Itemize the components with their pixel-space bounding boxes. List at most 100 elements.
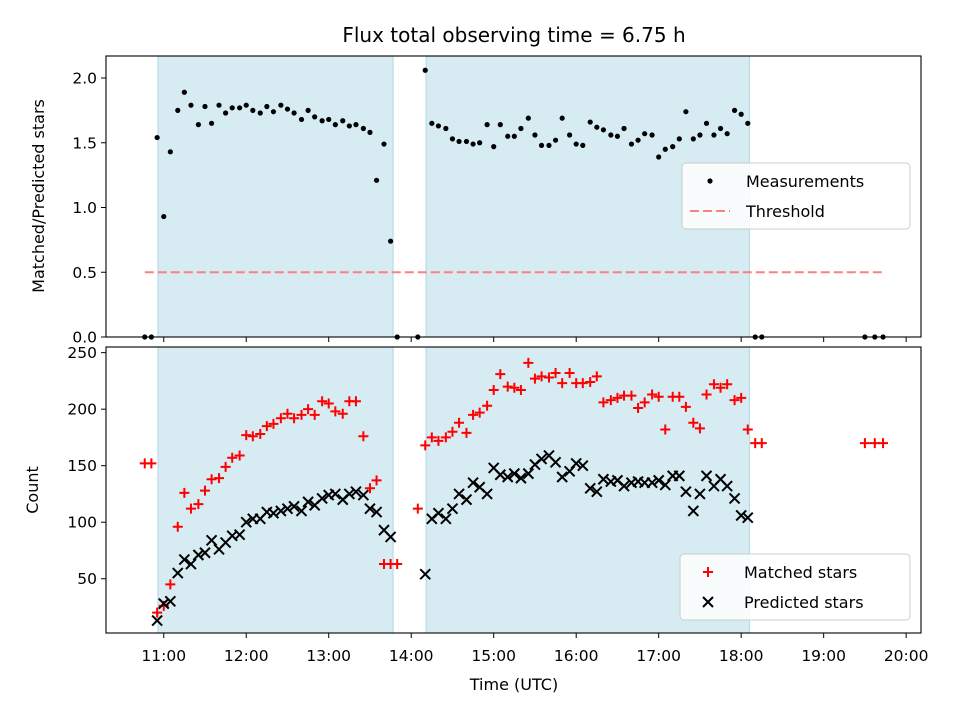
data-point (291, 110, 297, 116)
y-tick-label: 1.0 (72, 199, 97, 217)
data-point (509, 382, 520, 393)
x-tick-label: 20:00 (884, 647, 929, 665)
data-point (580, 142, 586, 148)
data-point (694, 488, 706, 500)
x-axis: 11:00 12:00 13:00 14:00 15:00 16:00 17:00 18:00… (141, 633, 928, 665)
data-point (729, 395, 740, 406)
data-point (240, 516, 252, 528)
x-tick-label: 11:00 (141, 647, 186, 665)
data-point (502, 471, 514, 483)
data-point (525, 115, 531, 121)
data-point (172, 521, 183, 532)
data-point (371, 475, 382, 486)
data-point (731, 107, 738, 113)
y-tick-label: 2.0 (72, 70, 97, 88)
data-point (559, 115, 565, 121)
data-point (433, 435, 444, 446)
ratio-y-axis-label: Matched/Predicted stars (29, 99, 48, 293)
data-point (330, 406, 341, 417)
data-point (584, 482, 596, 495)
data-point (728, 492, 741, 505)
data-point (432, 507, 445, 519)
y-tick-label: 0.5 (72, 264, 97, 282)
data-point (511, 133, 517, 139)
data-point (470, 141, 476, 147)
data-point (674, 391, 685, 402)
data-point (358, 431, 369, 442)
data-point (181, 89, 187, 95)
data-point (250, 107, 256, 113)
data-point (594, 124, 600, 130)
x-tick-label: 17:00 (636, 647, 681, 665)
data-point (639, 397, 650, 408)
data-point (199, 547, 211, 559)
data-point (649, 132, 655, 138)
data-point (566, 132, 573, 138)
data-point (446, 502, 459, 515)
data-point (267, 507, 280, 519)
count-y-axis: 50 100 150 200 250 (67, 344, 106, 588)
data-point (535, 453, 548, 465)
data-point (422, 67, 428, 73)
data-point (635, 137, 641, 143)
data-point (621, 125, 627, 132)
data-point (453, 488, 465, 500)
data-point (587, 119, 593, 125)
data-point (237, 105, 243, 111)
data-point (167, 149, 173, 155)
data-point (426, 432, 437, 443)
data-point (449, 136, 456, 142)
ratio-y-axis: 0.0 0.5 1.0 1.5 2.0 (72, 70, 106, 347)
legend-label: Matched stars (744, 563, 857, 582)
data-point (223, 110, 229, 116)
data-point (570, 457, 582, 470)
data-point (532, 132, 538, 138)
data-point (360, 125, 366, 132)
data-point (435, 123, 442, 129)
data-point (275, 505, 287, 517)
data-point (303, 404, 314, 415)
data-point (618, 480, 630, 492)
y-tick-label: 200 (67, 401, 97, 419)
data-point (284, 106, 291, 112)
data-point (392, 559, 403, 570)
shaded-window-0 (157, 55, 394, 338)
data-point (523, 357, 534, 368)
data-point (680, 485, 692, 498)
data-point (633, 403, 644, 414)
data-point (412, 503, 423, 514)
data-point (724, 131, 730, 137)
y-tick-label: 0.0 (72, 329, 97, 347)
data-point (278, 102, 284, 108)
data-point (146, 458, 157, 469)
data-point (199, 485, 210, 496)
data-point (700, 470, 713, 482)
data-point (474, 407, 485, 418)
data-point (309, 409, 320, 420)
data-point (188, 102, 194, 108)
ratio-x-ticks (163, 337, 907, 342)
data-point (721, 480, 733, 492)
data-point (261, 421, 272, 432)
data-point (573, 141, 579, 147)
ratio-panel-frame (105, 55, 922, 338)
data-point (456, 138, 462, 145)
data-point (161, 213, 167, 220)
data-point (538, 142, 545, 148)
data-point (597, 473, 610, 485)
data-point (536, 371, 547, 382)
data-point (585, 377, 596, 388)
data-point (482, 400, 493, 411)
data-point (756, 438, 767, 449)
data-point (518, 125, 524, 132)
data-point (591, 485, 603, 498)
data-point (179, 487, 190, 498)
x-tick-label: 13:00 (306, 647, 351, 665)
x-tick-label: 18:00 (719, 647, 764, 665)
data-point (289, 413, 300, 424)
data-point (557, 378, 568, 389)
data-point (154, 134, 160, 141)
data-point (214, 473, 225, 484)
data-point (370, 506, 383, 518)
